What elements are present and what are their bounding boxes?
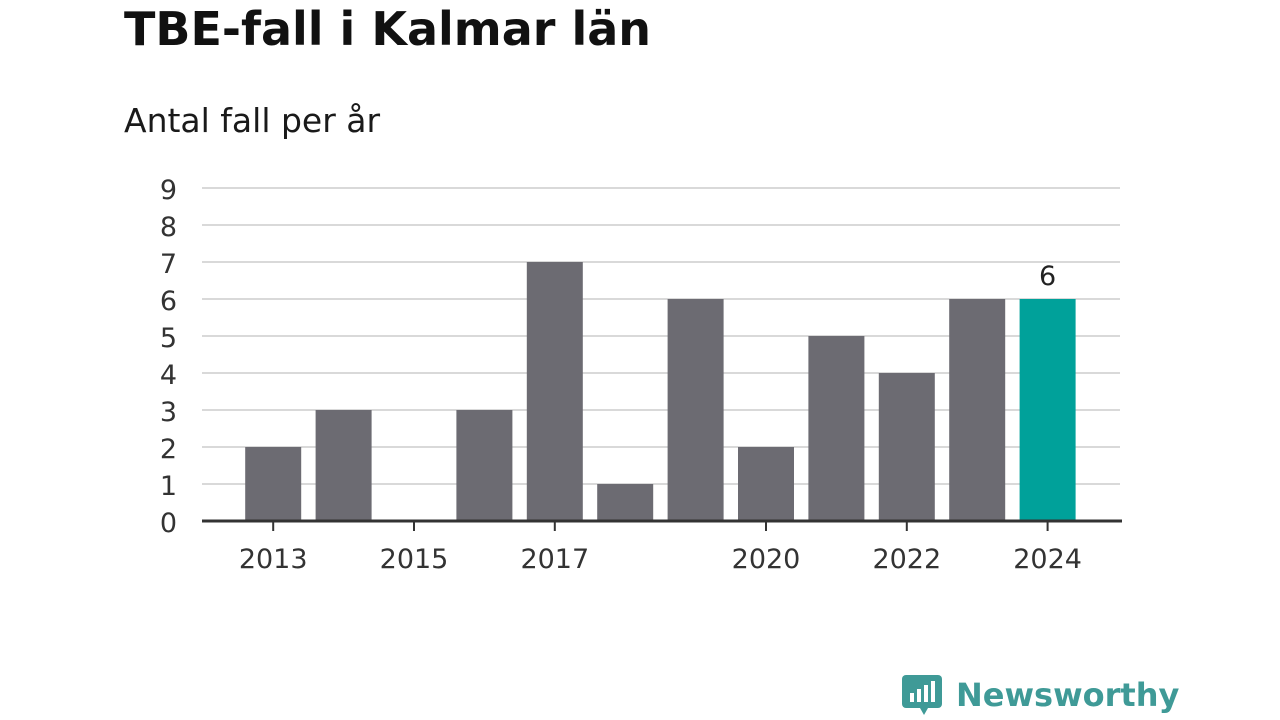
y-tick-label: 8	[160, 212, 177, 243]
x-tick-label: 2024	[1013, 544, 1082, 575]
y-tick-label: 3	[160, 397, 177, 428]
x-tick-label: 2013	[239, 544, 308, 575]
bar-2016	[456, 410, 513, 521]
bars	[245, 262, 1076, 521]
x-tick-label: 2022	[872, 544, 941, 575]
data-labels: 6	[1039, 261, 1056, 292]
brand-name: Newsworthy	[956, 676, 1180, 714]
bar-chart-speech-bubble-icon	[902, 675, 942, 715]
y-tick-label: 5	[160, 323, 177, 354]
y-tick-label: 2	[160, 434, 177, 465]
x-axis-ticks: 2013 2015 2017 2020 2022 2024	[239, 521, 1082, 575]
x-tick-label: 2015	[380, 544, 449, 575]
brand-logo: Newsworthy	[902, 671, 1179, 719]
y-tick-label: 4	[160, 360, 177, 391]
y-axis-ticks: 0 1 2 3 4 5 6 7 8 9	[160, 175, 177, 539]
bar-2020	[738, 447, 794, 521]
page-subtitle: Antal fall per år	[124, 101, 381, 140]
bar-2017	[526, 262, 583, 521]
page-title: TBE-fall i Kalmar län	[124, 2, 652, 56]
bar-2024	[1019, 299, 1076, 521]
y-tick-label: 1	[160, 471, 177, 502]
y-tick-label: 9	[160, 175, 177, 206]
bar-2018	[597, 484, 654, 521]
bar-2014	[315, 410, 372, 521]
y-tick-label: 6	[160, 286, 177, 317]
bar-2023	[949, 299, 1006, 521]
data-label: 6	[1039, 261, 1056, 292]
y-tick-label: 7	[160, 249, 177, 280]
bar-2019	[667, 299, 724, 521]
x-tick-label: 2020	[732, 544, 801, 575]
bar-2013	[245, 447, 302, 521]
bar-2021	[808, 336, 865, 521]
bar-2022	[878, 373, 935, 521]
y-tick-label: 0	[160, 508, 177, 539]
x-tick-label: 2017	[520, 544, 589, 575]
